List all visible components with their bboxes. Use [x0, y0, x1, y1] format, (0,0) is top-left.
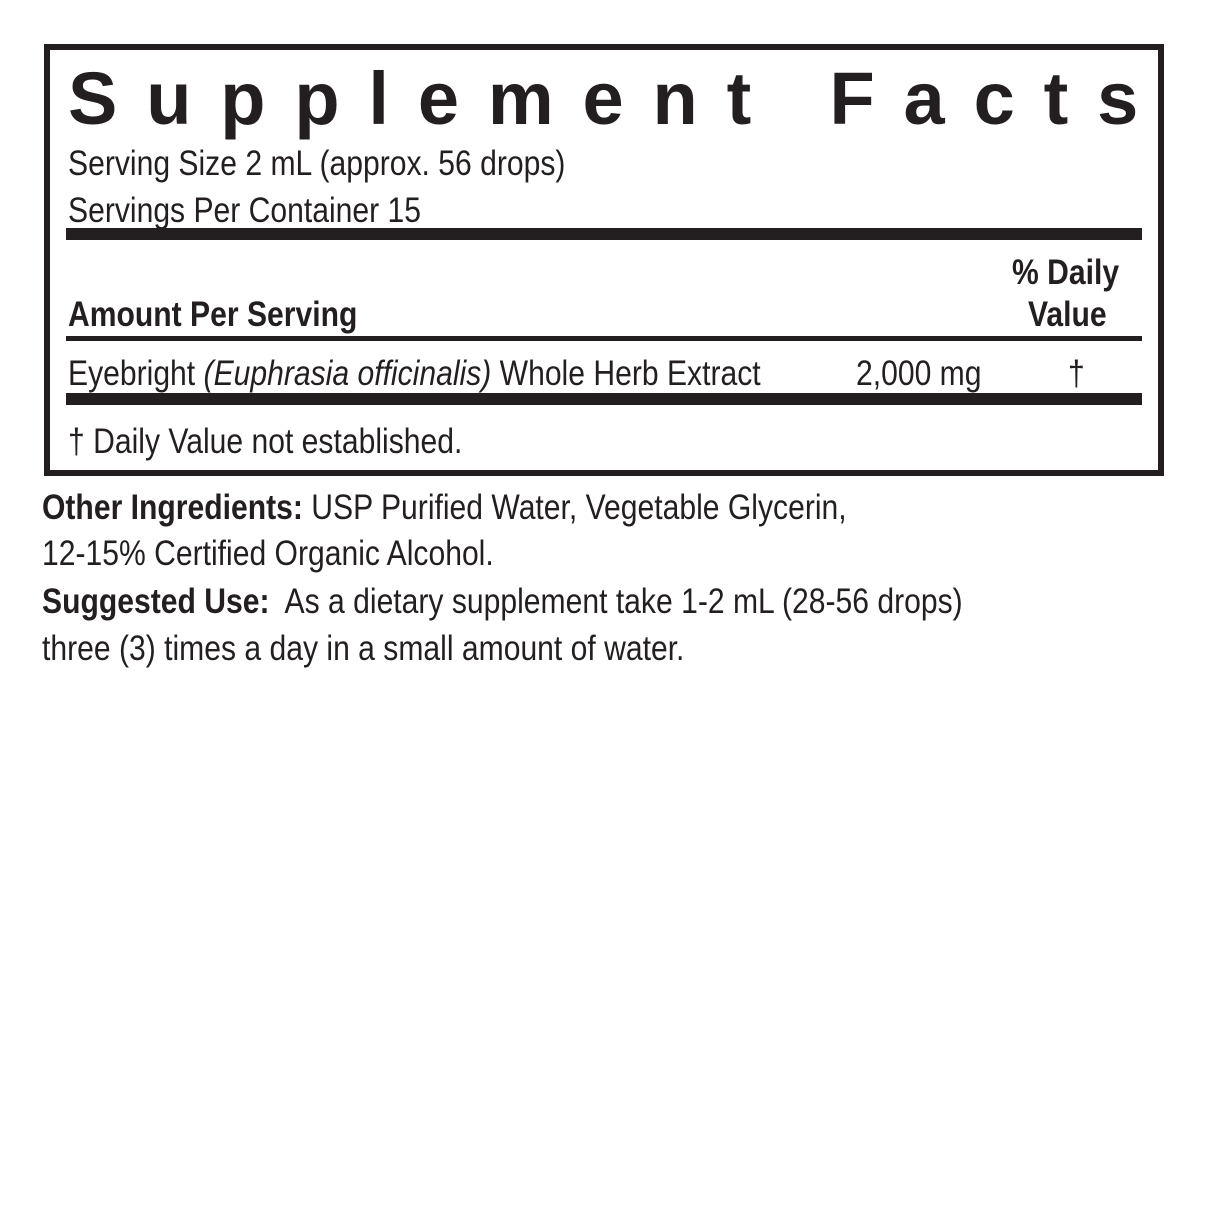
other-ingredients-text: USP Purified Water, Vegetable Glycerin, [311, 488, 847, 527]
suggested-use-text: As a dietary supplement take 1-2 mL (28-… [284, 582, 963, 621]
suggested-use-line2: three (3) times a day in a small amount … [42, 629, 685, 668]
other-ingredients-label: Other Ingredients: [42, 488, 303, 527]
thick-divider [66, 228, 1142, 240]
servings-per-container: Servings Per Container 15 [68, 191, 422, 230]
ingredient-dv: † [1068, 354, 1085, 393]
thick-divider [66, 393, 1142, 405]
suggested-use-label: Suggested Use: [42, 582, 270, 621]
other-ingredients-line2: 12-15% Certified Organic Alcohol. [42, 534, 494, 573]
footnote: † Daily Value not established. [68, 422, 463, 461]
ingredient-part: Whole Herb Extract [499, 354, 761, 393]
daily-value-header-2: Value [1028, 295, 1107, 334]
suggested-use-line1: Suggested Use: As a dietary supplement t… [42, 584, 963, 619]
ingredient-name: Eyebright [68, 354, 196, 393]
panel-title: Supplement Facts [68, 57, 1168, 140]
ingredient-amount: 2,000 mg [856, 354, 982, 393]
ingredient-row: Eyebright (Euphrasia officinalis) Whole … [68, 356, 761, 391]
amount-per-serving-header: Amount Per Serving [68, 295, 358, 334]
serving-size: Serving Size 2 mL (approx. 56 drops) [68, 144, 566, 183]
supplement-facts-panel: Supplement Facts Serving Size 2 mL (appr… [44, 44, 1164, 476]
other-ingredients-line1: Other Ingredients: USP Purified Water, V… [42, 490, 847, 525]
thin-divider [66, 336, 1142, 341]
ingredient-latin: (Euphrasia officinalis) [203, 354, 492, 393]
daily-value-header-1: % Daily [1012, 253, 1120, 292]
